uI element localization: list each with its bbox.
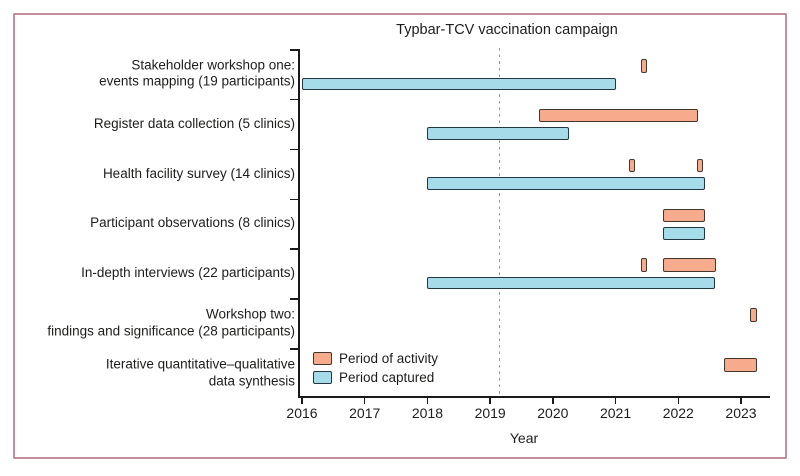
row-label-line: Health facility survey (14 clinics) <box>102 165 295 181</box>
legend: Period of activity Period captured <box>313 349 438 387</box>
y-axis-tick <box>290 49 299 51</box>
x-axis-tick <box>552 398 554 404</box>
captured-bar <box>427 127 569 140</box>
row-label: Participant observations (8 clinics) <box>90 215 295 232</box>
activity-bar <box>641 59 647 73</box>
y-axis-tick <box>290 148 299 151</box>
row-label-line: data synthesis <box>208 373 295 389</box>
activity-bar <box>662 208 705 223</box>
y-axis-tick <box>290 248 299 250</box>
activity-bar <box>750 308 758 322</box>
captured-bar <box>302 77 616 90</box>
x-tick-label: 2022 <box>662 405 694 421</box>
x-tick-label: 2021 <box>599 405 632 421</box>
y-axis-tick <box>290 348 299 350</box>
row-label: Stakeholder workshop one: events mapping … <box>99 57 295 90</box>
activity-bar <box>539 108 698 123</box>
x-axis-tick <box>677 398 680 404</box>
captured-bar <box>427 177 705 190</box>
y-axis-tick <box>290 98 299 101</box>
y-axis-tick <box>290 298 299 300</box>
row-label-line: In-depth interviews (22 participants) <box>81 265 295 281</box>
activity-bar <box>724 358 758 372</box>
campaign-reference-line <box>498 48 501 398</box>
activity-bar <box>628 158 635 173</box>
x-tick-label: 2018 <box>411 405 443 421</box>
row-label-line: Register data collection (5 clinics) <box>93 115 295 131</box>
captured-swatch-icon <box>313 371 332 384</box>
row-label-line: Participant observations (8 clinics) <box>90 215 295 231</box>
activity-bar <box>641 258 647 272</box>
x-axis-tick <box>489 398 491 404</box>
x-tick-label: 2020 <box>537 405 569 421</box>
x-tick-label: 2016 <box>286 405 318 421</box>
x-axis-tick <box>363 398 366 404</box>
x-axis-line <box>298 396 770 398</box>
chart-title: Typbar-TCV vaccination campaign <box>396 22 618 38</box>
row-label: Iterative quantitative–qualitative data s… <box>106 357 295 390</box>
x-axis-tick <box>301 398 303 404</box>
x-tick-label: 2017 <box>349 405 381 421</box>
row-label-line: findings and significance (28 participan… <box>47 323 295 339</box>
figure-border <box>13 13 787 459</box>
row-label: In-depth interviews (22 participants) <box>81 265 295 282</box>
captured-bar <box>427 276 715 290</box>
row-label: Workshop two: findings and significance (… <box>47 307 295 340</box>
legend-item-activity: Period of activity <box>313 349 438 368</box>
y-axis-line <box>298 49 300 398</box>
activity-bar <box>662 258 716 272</box>
row-label-line: Iterative quantitative–qualitative <box>105 356 295 372</box>
row-label: Health facility survey (14 clinics) <box>103 165 295 182</box>
activity-bar <box>697 158 704 173</box>
x-axis-tick <box>426 398 429 404</box>
y-axis-tick <box>290 198 299 201</box>
captured-bar <box>662 227 705 240</box>
row-label-line: events mapping (19 participants) <box>99 73 295 89</box>
legend-item-captured: Period captured <box>313 368 438 387</box>
activity-swatch-icon <box>313 352 332 365</box>
row-label: Register data collection (5 clinics) <box>94 116 295 133</box>
x-axis-tick <box>614 398 617 404</box>
row-label-line: Workshop two: <box>205 306 295 322</box>
row-label-line: Stakeholder workshop one: <box>131 57 295 73</box>
x-axis-title: Year <box>509 430 539 446</box>
x-tick-label: 2023 <box>725 405 757 421</box>
x-tick-label: 2019 <box>474 405 506 421</box>
legend-label-captured: Period captured <box>339 369 435 385</box>
legend-label-activity: Period of activity <box>339 350 439 366</box>
x-axis-tick <box>740 398 742 404</box>
